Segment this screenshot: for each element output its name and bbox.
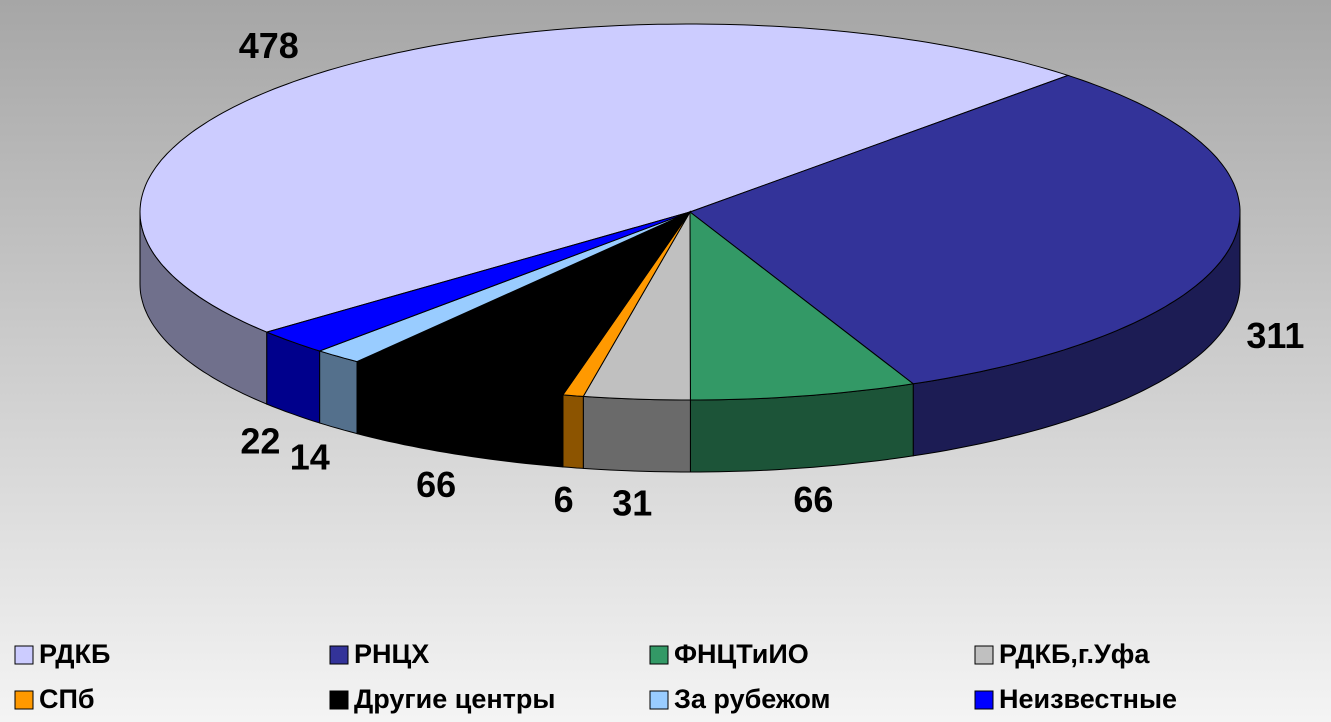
slice — [582, 210, 691, 401]
legend-label: За рубежом — [674, 684, 831, 714]
data-label: 6 — [554, 479, 574, 520]
legend-swatch — [14, 645, 34, 665]
legend: РДКБ РНЦХ ФНЦТиИО РДКБ,г.Уфа СПб Другие центр… — [14, 639, 1177, 714]
legend-label: Неизвестные — [999, 684, 1177, 714]
legend-swatch — [329, 645, 349, 665]
slice-side — [319, 350, 358, 435]
slice-side — [582, 395, 691, 473]
legend-swatch — [974, 645, 994, 665]
legend-label: РДКБ,г.Уфа — [999, 639, 1150, 669]
data-label: 14 — [290, 437, 330, 478]
slice — [688, 74, 1241, 385]
legend-label: Другие центры — [354, 684, 555, 714]
legend-label: ФНЦТиИО — [674, 639, 809, 669]
legend-label: СПб — [39, 684, 95, 714]
legend-swatch — [649, 645, 669, 665]
data-label: 478 — [239, 25, 299, 66]
data-label: 31 — [612, 483, 652, 524]
data-label: 66 — [793, 479, 833, 520]
data-label: 311 — [1246, 315, 1304, 356]
slice — [139, 23, 1070, 333]
legend-label: РНЦХ — [354, 639, 429, 669]
slice — [355, 210, 692, 396]
legend-swatch — [649, 690, 669, 710]
data-label: 66 — [416, 464, 456, 505]
slice — [689, 210, 915, 401]
data-label: 22 — [240, 421, 280, 462]
legend-swatch — [974, 690, 994, 710]
legend-swatch — [329, 690, 349, 710]
legend-label: РДКБ — [39, 639, 110, 669]
pie-tops — [139, 23, 1241, 401]
slice — [265, 211, 691, 352]
legend-swatch — [14, 690, 34, 710]
slice-side — [562, 394, 584, 469]
slice — [318, 211, 691, 363]
